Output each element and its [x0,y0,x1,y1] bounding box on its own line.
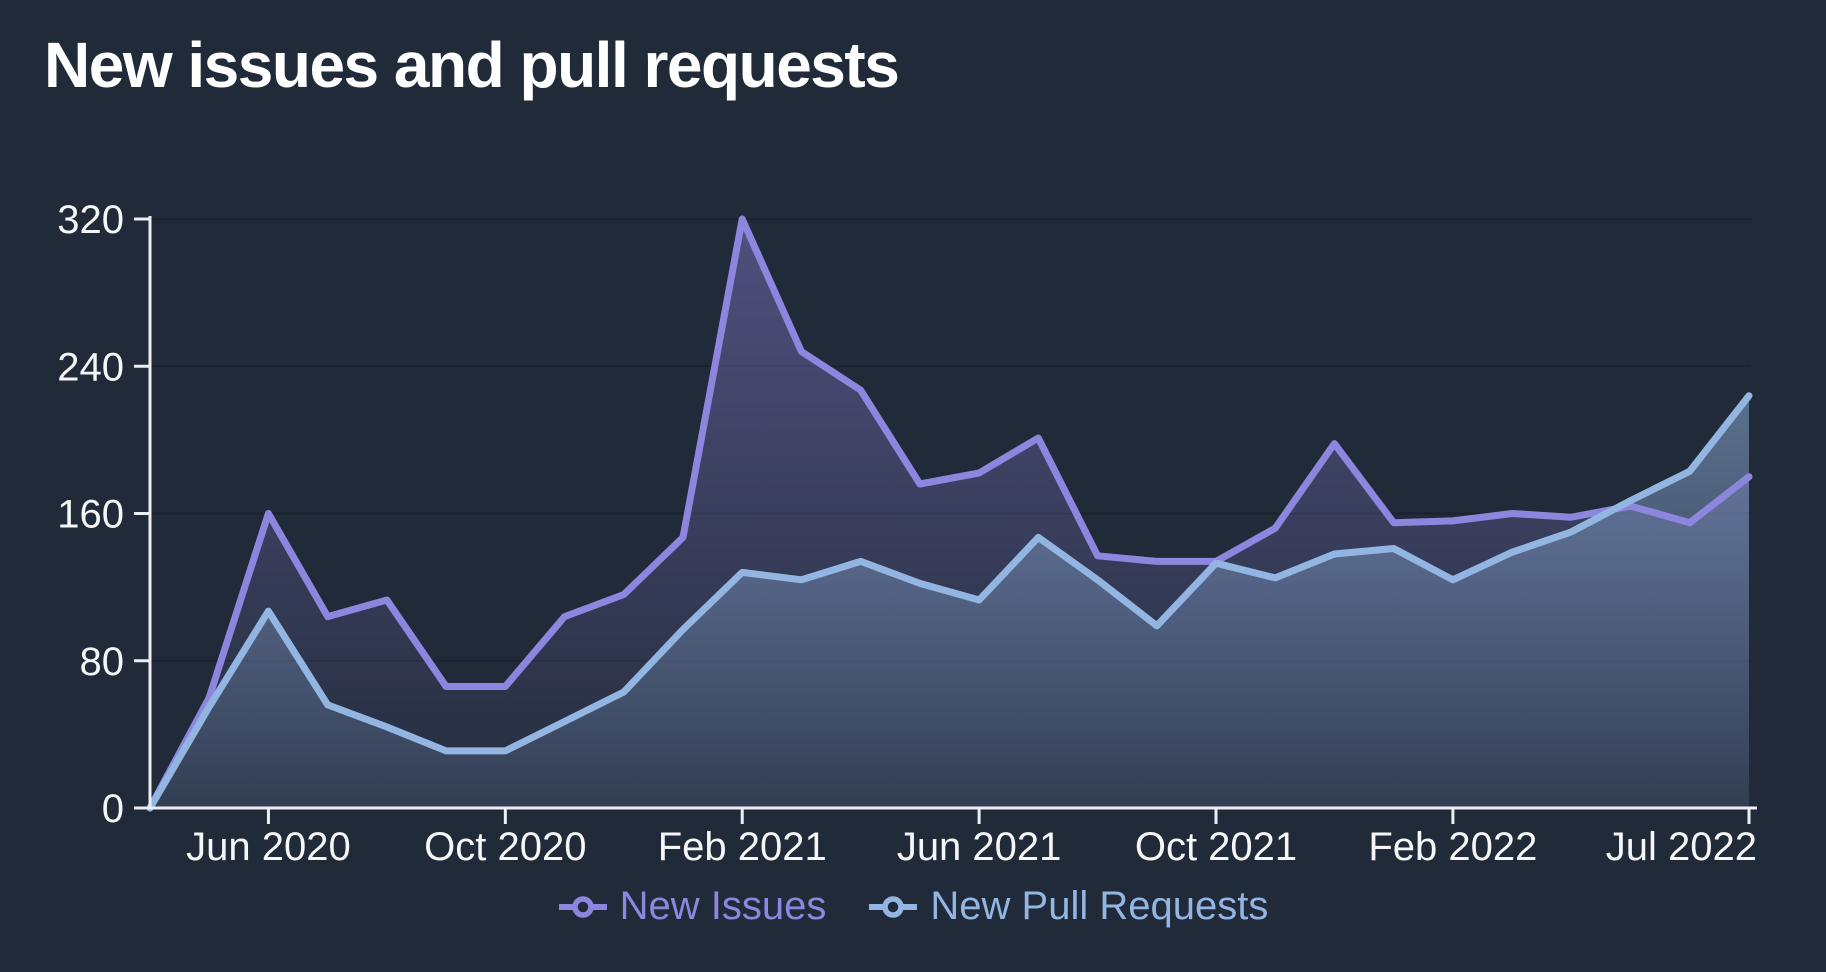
line-marker-icon [558,895,607,918]
line-marker-icon [869,895,918,918]
x-axis-label: Oct 2021 [1135,825,1297,869]
x-axis-label: Feb 2021 [658,825,827,869]
x-axis-label: Jun 2020 [186,825,351,869]
x-axis-label: Jun 2021 [897,825,1062,869]
legend-item-new-pull-requests[interactable]: New Pull Requests [868,884,1268,929]
series-line-new-pull-requests[interactable] [146,392,1753,812]
legend-item-new-issues[interactable]: New Issues [558,884,827,929]
legend-label: New Pull Requests [930,884,1269,928]
y-axis-label: 80 [80,640,125,684]
y-axis-label: 160 [57,493,124,537]
y-axis-label: 240 [57,345,124,389]
x-axis-label: Oct 2020 [424,825,586,869]
x-axis-label: Jul 2022 [1606,825,1757,869]
y-axis-label: 0 [102,787,124,831]
chart-legend: New Issues New Pull Requests [0,884,1826,929]
series-area-new-pull-requests [150,395,1749,808]
legend-label: New Issues [619,884,827,928]
y-axis-label: 320 [57,198,124,242]
series-line-new-issues[interactable] [146,215,1753,812]
x-axis-label: Feb 2022 [1368,825,1537,869]
chart-title: New issues and pull requests [44,29,900,101]
